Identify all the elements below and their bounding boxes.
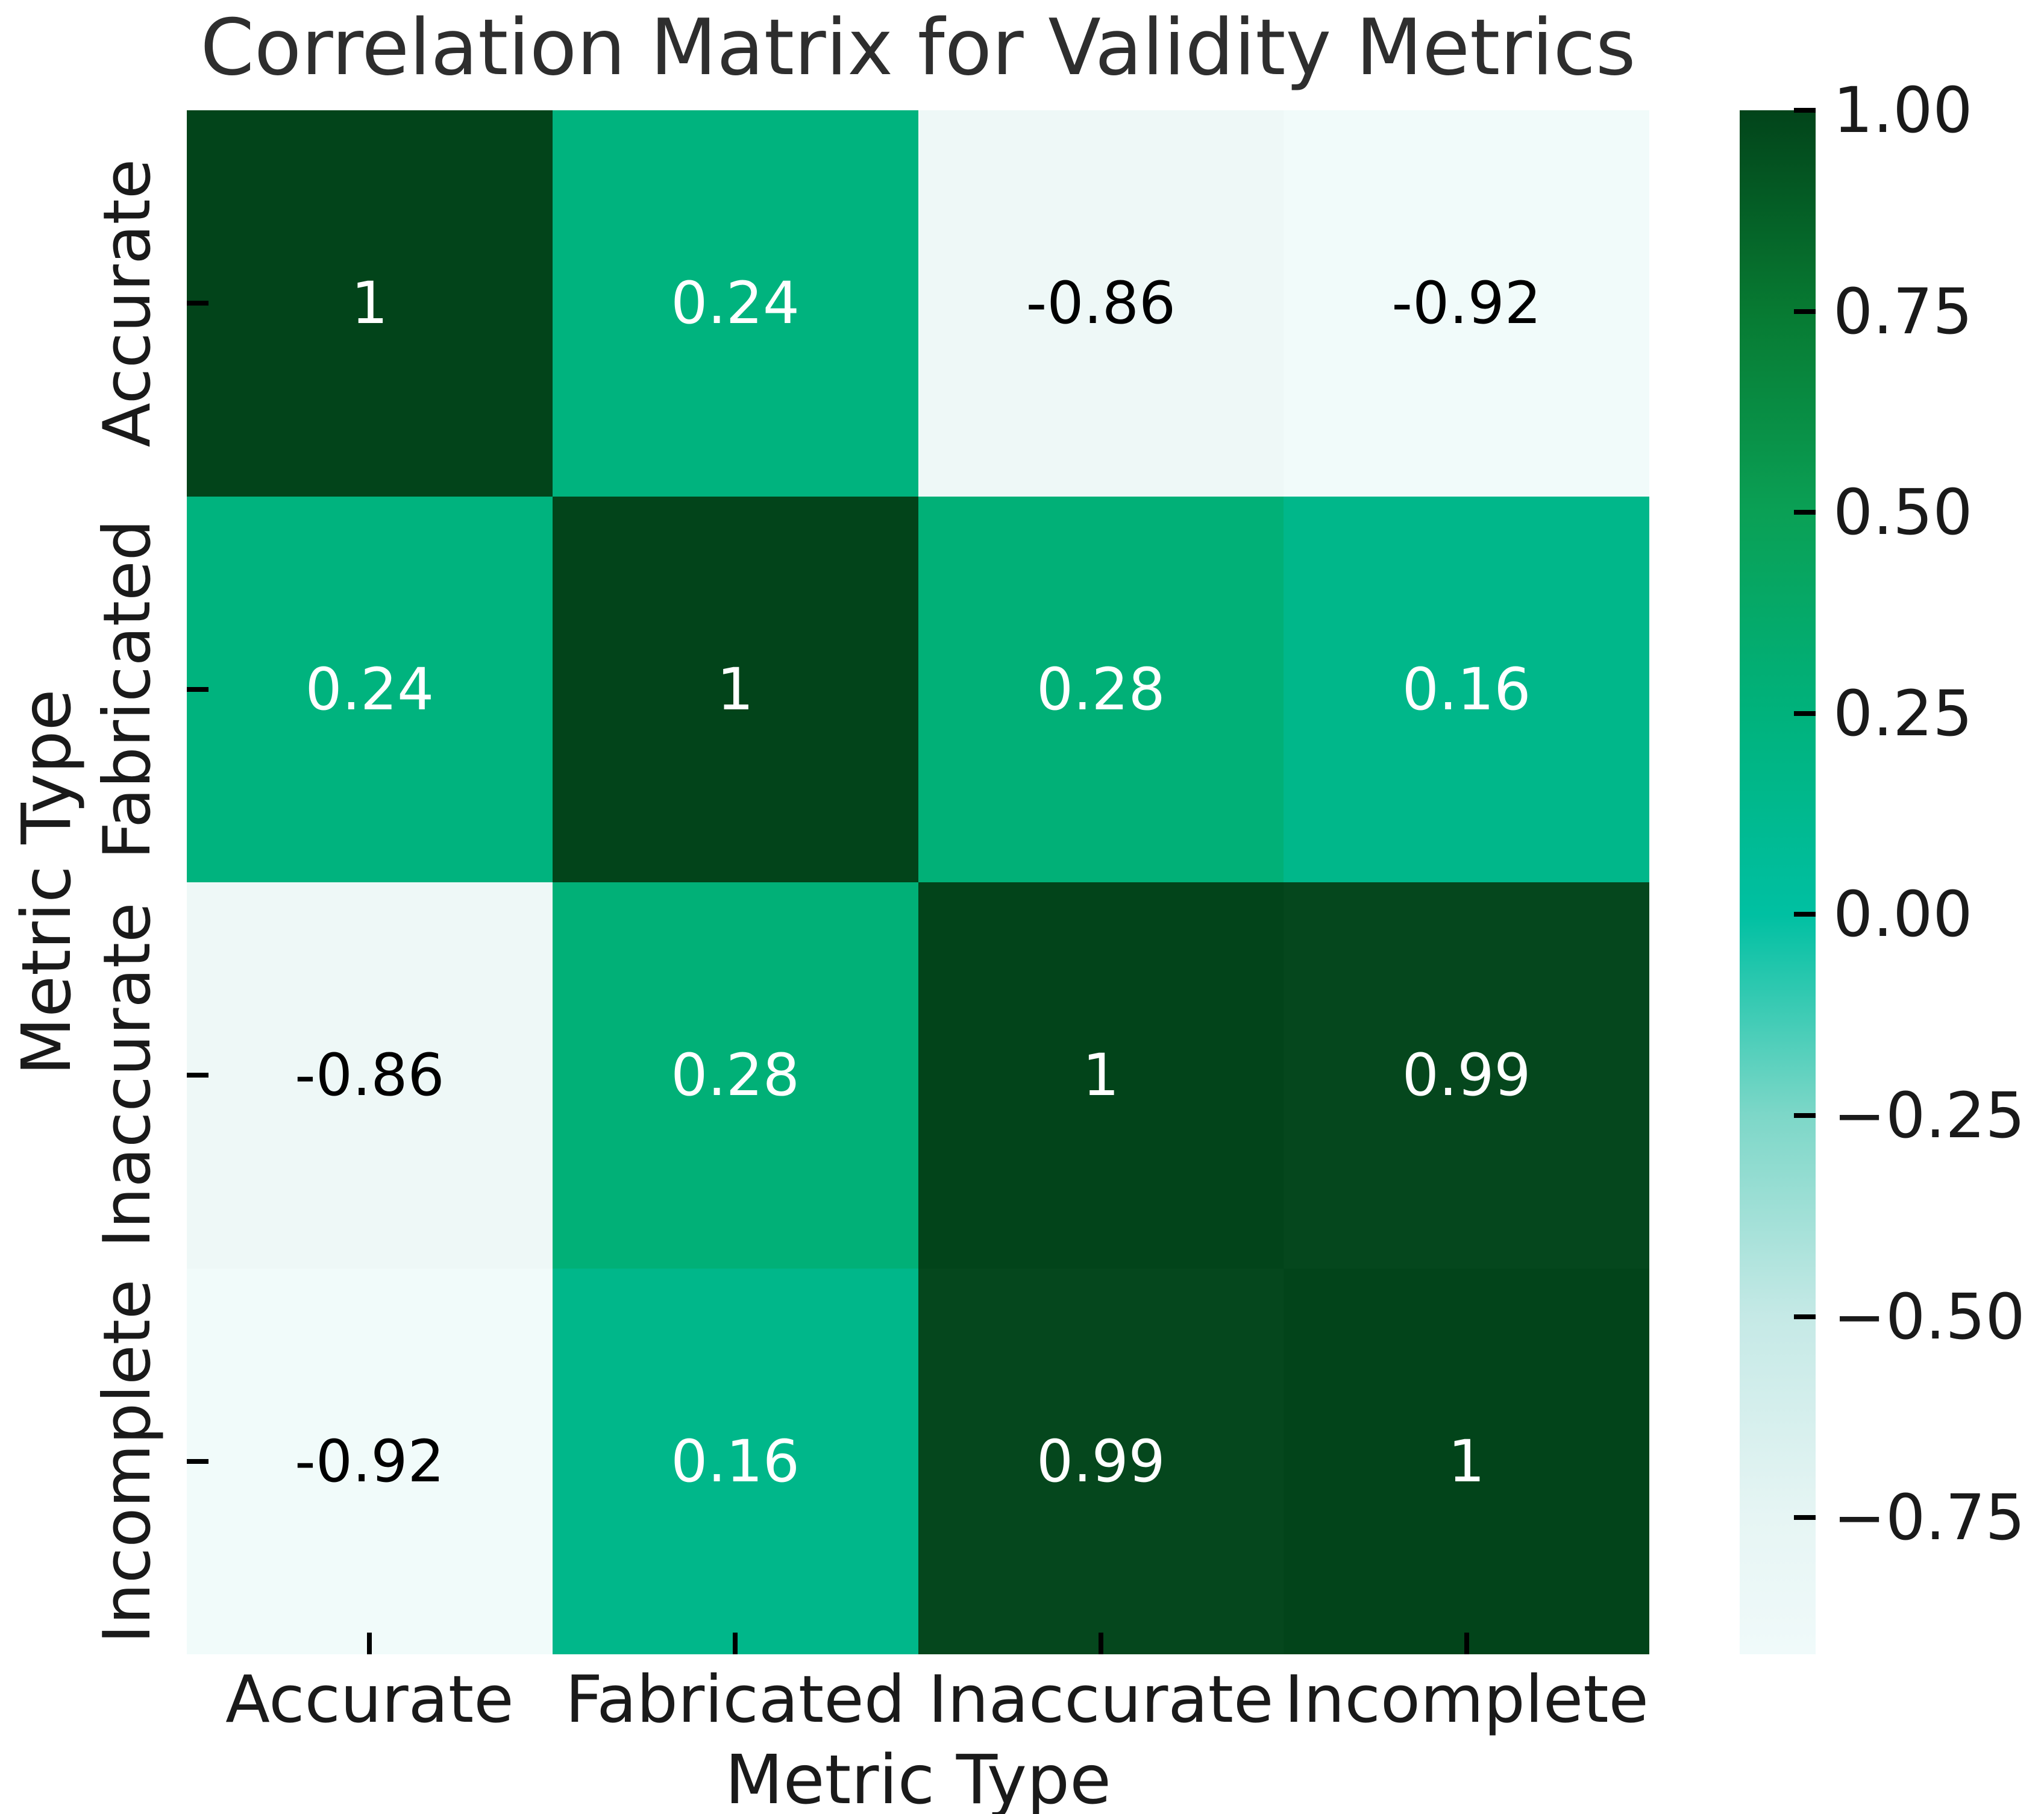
x-tick-mark <box>1098 1633 1103 1654</box>
cell-value: 0.99 <box>1036 1427 1165 1495</box>
heatmap-cell: 0.99 <box>1284 882 1649 1269</box>
cell-value: -0.92 <box>295 1427 445 1495</box>
colorbar-tick-label: 1.00 <box>1833 74 1973 147</box>
cell-value: 0.16 <box>1402 655 1531 723</box>
colorbar-tick-label: 0.00 <box>1833 877 1973 952</box>
cell-value: 1 <box>1082 1041 1120 1109</box>
colorbar-tick-mark <box>1794 108 1816 113</box>
y-tick-mark <box>187 301 208 306</box>
y-axis-label: Metric Type <box>8 689 86 1076</box>
heatmap-cell: 1 <box>552 496 918 882</box>
x-tick-mark <box>367 1633 372 1654</box>
cell-value: 1 <box>351 269 388 337</box>
colorbar-tick-label: 0.75 <box>1833 274 1973 348</box>
x-tick-mark <box>733 1633 738 1654</box>
y-tick-label: Fabricated <box>90 519 165 859</box>
x-tick-label: Inaccurate <box>928 1662 1274 1737</box>
y-tick-mark <box>187 1458 208 1464</box>
y-tick-label: Accurate <box>90 158 165 448</box>
cell-value: 0.24 <box>671 269 800 337</box>
cell-value: 0.28 <box>1036 655 1165 723</box>
heatmap-cell: 1 <box>187 110 553 497</box>
x-tick-label: Fabricated <box>565 1662 906 1737</box>
cell-value: -0.92 <box>1391 269 1541 337</box>
colorbar-tick-label: 0.50 <box>1833 475 1973 550</box>
heatmap-cell: -0.86 <box>187 882 553 1269</box>
cell-value: 0.24 <box>305 655 434 723</box>
heatmap-cell: 0.28 <box>918 496 1284 882</box>
colorbar-tick-mark <box>1794 711 1816 716</box>
x-axis-label: Metric Type <box>724 1741 1112 1814</box>
colorbar-tick-label: 0.25 <box>1833 676 1973 750</box>
heatmap-cell: 0.16 <box>552 1268 918 1654</box>
chart-title: Correlation Matrix for Validity Metrics <box>200 3 1636 93</box>
x-tick-label: Incomplete <box>1284 1662 1649 1737</box>
cell-value: 0.28 <box>671 1041 800 1109</box>
colorbar-tick-mark <box>1794 309 1816 314</box>
cell-value: -0.86 <box>1026 269 1176 337</box>
heatmap-cell: -0.92 <box>1284 110 1649 497</box>
cell-value: -0.86 <box>295 1041 445 1109</box>
heatmap-cell: 0.99 <box>918 1268 1284 1654</box>
heatmap-grid: 1 0.24 -0.86 -0.92 0.24 1 0.28 0.16 -0.86 0.28 1 0.… <box>187 110 1649 1654</box>
heatmap-cell: 1 <box>1284 1268 1649 1654</box>
heatmap-cell: -0.92 <box>187 1268 553 1654</box>
colorbar <box>1740 110 1816 1654</box>
colorbar-tick-label: −0.50 <box>1833 1279 2025 1354</box>
heatmap-cell: 0.16 <box>1284 496 1649 882</box>
x-tick-mark <box>1464 1633 1469 1654</box>
heatmap-cell: -0.86 <box>918 110 1284 497</box>
heatmap-cell: 0.24 <box>187 496 553 882</box>
y-tick-label: Inaccurate <box>90 902 165 1248</box>
cell-value: 0.16 <box>671 1427 800 1495</box>
colorbar-tick-mark <box>1794 1515 1816 1521</box>
y-tick-label: Incomplete <box>90 1279 165 1644</box>
cell-value: 0.99 <box>1402 1041 1531 1109</box>
colorbar-tick-label: −0.25 <box>1833 1078 2025 1152</box>
colorbar-tick-mark <box>1794 912 1816 917</box>
y-tick-mark <box>187 1073 208 1078</box>
x-tick-label: Accurate <box>225 1662 514 1737</box>
heatmap-cell: 0.28 <box>552 882 918 1269</box>
colorbar-tick-mark <box>1794 1314 1816 1319</box>
cell-value: 1 <box>716 655 754 723</box>
colorbar-tick-mark <box>1794 510 1816 515</box>
heatmap-cell: 1 <box>918 882 1284 1269</box>
colorbar-tick-mark <box>1794 1113 1816 1118</box>
colorbar-tick-label: −0.75 <box>1833 1481 2025 1555</box>
y-tick-mark <box>187 686 208 692</box>
cell-value: 1 <box>1448 1427 1485 1495</box>
heatmap-cell: 0.24 <box>552 110 918 497</box>
